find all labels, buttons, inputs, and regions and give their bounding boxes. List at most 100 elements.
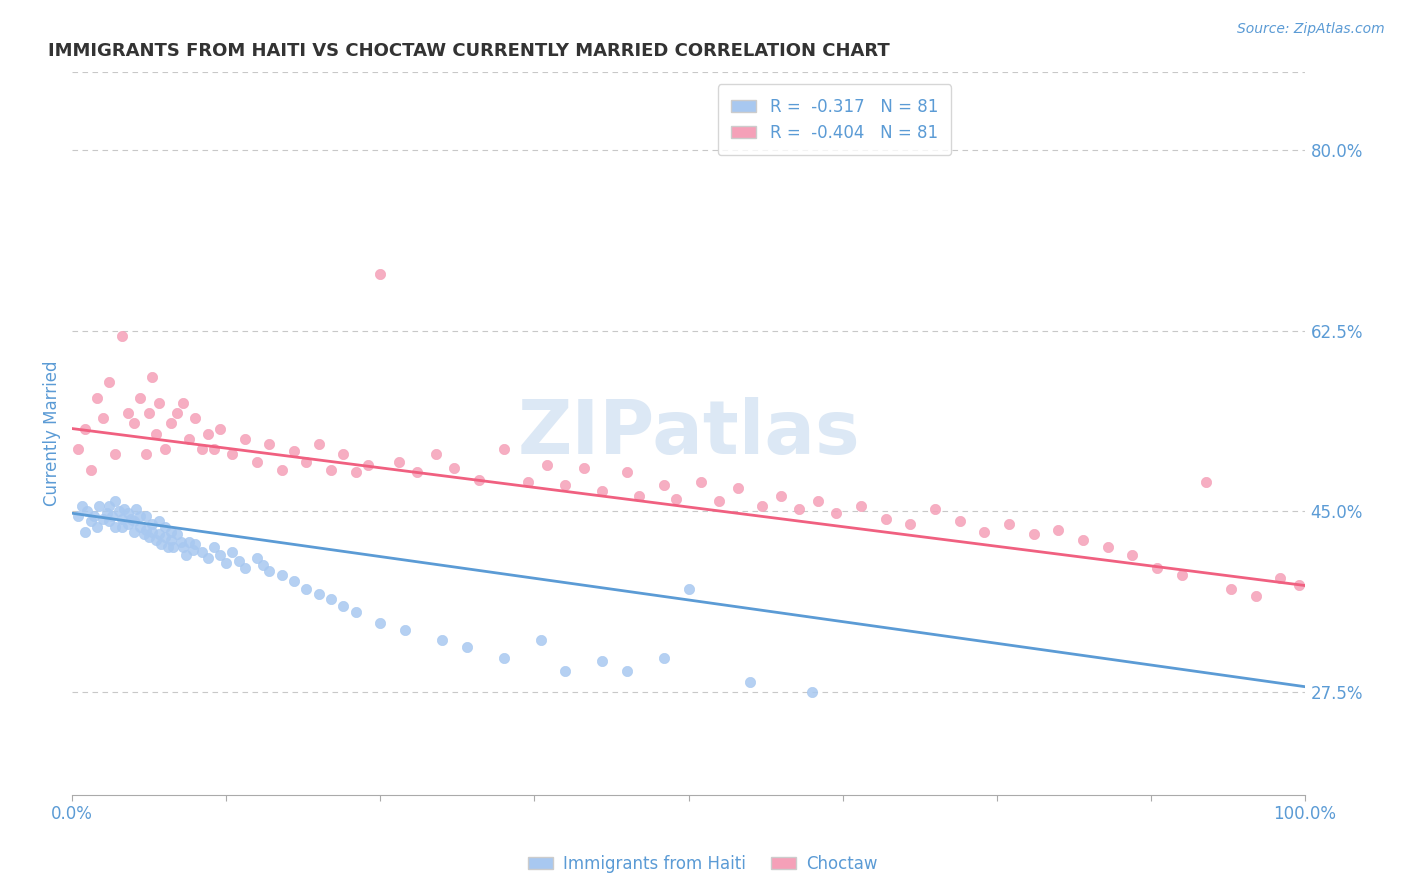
- Point: [76, 504, 98, 518]
- Point: [141, 370, 163, 384]
- Point: [80, 463, 103, 477]
- Point: [259, 564, 281, 578]
- Point: [98, 499, 121, 513]
- Point: [616, 664, 638, 678]
- Point: [709, 493, 731, 508]
- Point: [166, 527, 188, 541]
- Point: [332, 599, 354, 614]
- Point: [1097, 541, 1119, 555]
- Point: [104, 519, 127, 533]
- Point: [900, 516, 922, 531]
- Point: [160, 533, 183, 547]
- Point: [153, 519, 176, 533]
- Point: [591, 483, 613, 498]
- Point: [135, 509, 157, 524]
- Point: [530, 633, 553, 648]
- Point: [1047, 523, 1070, 537]
- Point: [184, 411, 207, 425]
- Point: [100, 509, 122, 524]
- Point: [153, 530, 176, 544]
- Point: [875, 512, 897, 526]
- Point: [536, 458, 558, 472]
- Point: [117, 406, 139, 420]
- Point: [98, 375, 121, 389]
- Point: [652, 478, 675, 492]
- Point: [179, 535, 201, 549]
- Point: [70, 499, 93, 513]
- Point: [148, 527, 170, 541]
- Point: [166, 406, 188, 420]
- Point: [122, 515, 145, 529]
- Point: [108, 504, 131, 518]
- Point: [181, 543, 204, 558]
- Point: [1288, 578, 1310, 592]
- Point: [270, 463, 292, 477]
- Point: [202, 442, 225, 457]
- Point: [98, 515, 121, 529]
- Point: [67, 509, 90, 524]
- Point: [135, 447, 157, 461]
- Point: [184, 537, 207, 551]
- Point: [665, 491, 688, 506]
- Point: [849, 499, 872, 513]
- Text: ZIPatlas: ZIPatlas: [517, 397, 860, 470]
- Point: [270, 568, 292, 582]
- Point: [104, 447, 127, 461]
- Point: [129, 509, 152, 524]
- Point: [172, 396, 194, 410]
- Point: [73, 524, 96, 539]
- Point: [357, 458, 380, 472]
- Point: [80, 515, 103, 529]
- Point: [148, 396, 170, 410]
- Point: [162, 541, 184, 555]
- Point: [283, 574, 305, 589]
- Legend: Immigrants from Haiti, Choctaw: Immigrants from Haiti, Choctaw: [522, 848, 884, 880]
- Point: [122, 417, 145, 431]
- Point: [689, 475, 711, 490]
- Point: [344, 465, 367, 479]
- Point: [252, 558, 274, 572]
- Point: [209, 421, 232, 435]
- Point: [406, 465, 429, 479]
- Point: [727, 482, 749, 496]
- Point: [157, 541, 180, 555]
- Legend: R =  -0.317   N = 81, R =  -0.404   N = 81: R = -0.317 N = 81, R = -0.404 N = 81: [718, 85, 952, 155]
- Point: [456, 640, 478, 655]
- Point: [789, 502, 811, 516]
- Point: [122, 524, 145, 539]
- Point: [149, 537, 172, 551]
- Y-axis label: Currently Married: Currently Married: [44, 361, 60, 507]
- Point: [554, 478, 576, 492]
- Point: [117, 516, 139, 531]
- Point: [825, 506, 848, 520]
- Point: [319, 463, 342, 477]
- Point: [89, 499, 111, 513]
- Point: [132, 527, 155, 541]
- Point: [332, 447, 354, 461]
- Point: [209, 548, 232, 562]
- Point: [616, 465, 638, 479]
- Point: [924, 502, 946, 516]
- Point: [652, 650, 675, 665]
- Point: [148, 515, 170, 529]
- Point: [73, 421, 96, 435]
- Point: [117, 506, 139, 520]
- Point: [110, 328, 132, 343]
- Point: [129, 519, 152, 533]
- Point: [394, 623, 416, 637]
- Point: [125, 502, 148, 516]
- Point: [190, 545, 212, 559]
- Point: [153, 442, 176, 457]
- Point: [190, 442, 212, 457]
- Point: [141, 524, 163, 539]
- Point: [591, 654, 613, 668]
- Point: [96, 506, 118, 520]
- Point: [104, 493, 127, 508]
- Point: [221, 447, 243, 461]
- Point: [91, 512, 114, 526]
- Point: [283, 444, 305, 458]
- Point: [170, 535, 193, 549]
- Point: [197, 550, 219, 565]
- Point: [370, 267, 392, 281]
- Point: [141, 516, 163, 531]
